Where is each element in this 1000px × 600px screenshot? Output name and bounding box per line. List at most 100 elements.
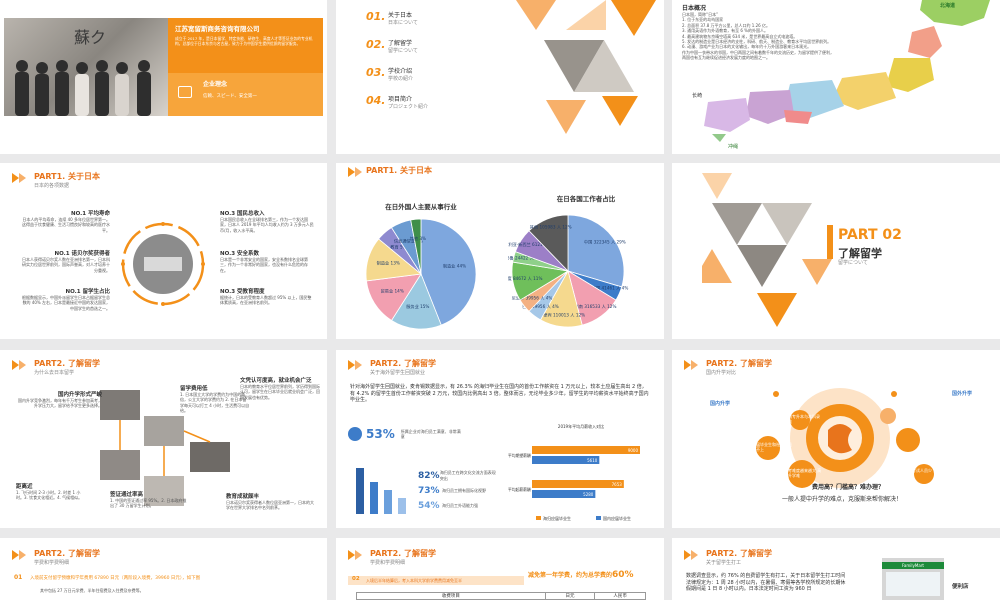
- part-title: PART2. 了解留学: [706, 359, 772, 368]
- overview-line: 1. 位于东亚的岛屿国家: [682, 17, 724, 23]
- part-chevron-icon: [684, 550, 691, 560]
- slide-fees-1[interactable]: PART2. 了解留学 学费和学费明细 01 入境前支付留学预缴和学年费用 67…: [0, 538, 327, 600]
- slide-part02-cover[interactable]: PART 02 了解留学 留学について: [672, 163, 1000, 339]
- pie-label: 澳大利亚·新西兰 61211 人 7%: [508, 241, 559, 248]
- stat-text: 日本人的平均寿命，连续 40 多年位居世界第一。这得益于饮食健康、生活习惯良好和…: [22, 217, 110, 233]
- salary-chart-title: 2019年平均月薪收入对比: [557, 424, 605, 429]
- part-chevron-icon: [19, 173, 26, 183]
- part-title: PART2. 了解留学: [34, 549, 100, 558]
- left-head: 国内升学: [710, 401, 731, 407]
- overview-line: 日本国，简称“日本”: [682, 12, 719, 17]
- concept-text: 信赖、スピード、安全第一: [203, 94, 257, 99]
- part-chevron-icon: [684, 360, 691, 370]
- fee-col-header: 日元: [546, 593, 596, 599]
- contents-title: 项目简介: [388, 96, 413, 103]
- company-desc: 成立于 2017 年，是日本留学、特定技能、研修生、高度人才等签证业务的专业机构…: [175, 36, 313, 47]
- stat-left-3: NO.1 留学生占比 根据数据显示，中国外派留学生日本占据留学生总数的 40% …: [20, 287, 110, 311]
- stat-left-2: NO.1 诺贝尔奖获得者 日本人获得诺贝尔奖人数在亚洲排名第一，日本科研实力位居…: [20, 249, 110, 273]
- overview-line: 4. 最高建筑物东京晴空塔高 634 米，是世界最高自立式电波塔。: [682, 33, 798, 39]
- highlight-text: 减免第一年学费，约为总学费的: [528, 572, 613, 579]
- part-subtitle: 关于留学生打工: [706, 560, 742, 566]
- pie-chart-industries: 制造业 44% 服务业 15% 贸易业 14% 制造业 13% 教育 5%信息通信业 6…: [365, 218, 477, 330]
- part-chevron-icon: [691, 360, 698, 370]
- concept-panel: 企业理念 信赖、スピード、安全第一: [168, 73, 323, 116]
- fee-item-title: 入境前支付留学预缴和学年费用 67890 日元（两阶段入境费，39960 日元）…: [30, 576, 201, 581]
- part-chevron-icon: [19, 550, 26, 560]
- contents-num: 04.: [366, 94, 386, 107]
- slide-fees-2[interactable]: PART2. 了解留学 学费和学费明细 减免第一年学费，约为总学费的60% 02…: [336, 538, 664, 600]
- stat-text: 日本人获得诺贝尔奖人数在亚洲排名第一，日本科研实力位居世界前列，国际声誉高，对人…: [22, 257, 110, 273]
- store-photo: FamilyMart: [882, 558, 944, 600]
- slide-pie-charts[interactable]: PART1. 关于日本 在日外国人主要从事行业 在日各国工作者占比 制造业 44…: [336, 163, 664, 339]
- pie-label: 越南 316533 人 12%: [575, 303, 617, 310]
- stat-text: 日本是一个非常安全的国家，安全系数排名全球第三，作为一个非常好的国家，也没有什么…: [220, 257, 308, 273]
- slide-comparison[interactable]: PART2. 了解留学 国内升学对比 国内升学 国内专升本与本科录取难 往届毕业…: [672, 350, 1000, 528]
- pie-slice: [420, 218, 477, 326]
- highlight-pct: 60%: [612, 570, 634, 580]
- slide-employment[interactable]: PART2. 了解留学 关于海外留学生回国就业 针对海外留学生回国就业，麦肯锡数…: [336, 350, 664, 528]
- reason-3: 文凭认可度高，就业机会广泛 日本的教育水平位居世界前列，学历得到国际认可，留学生…: [240, 376, 320, 400]
- part-subtitle: 日本的各项数据: [34, 183, 70, 189]
- part-subtitle: 关于海外留学生回国就业: [370, 370, 426, 376]
- contents-item-4[interactable]: 04. 项目简介 プロジェクト紹介: [366, 94, 516, 122]
- overview-title: 日本概况: [682, 5, 707, 12]
- part-chevron-icon: [19, 360, 26, 370]
- reason-text: 日本诺贝尔奖获得者人数位居亚洲第一，日本的大学在世界大学排名中名列前茅。: [226, 500, 314, 511]
- contents-item-1[interactable]: 01. 关于日本 日本について: [366, 10, 516, 38]
- triangle-mosaic: [516, 0, 656, 134]
- slide-why-study[interactable]: PART2. 了解留学 为什么去日本留学 国内升学形式严峻 国内升学竞争激烈，每…: [0, 350, 327, 528]
- reason-2: 留学费用低 1. 日本国立大学的学费约为中国的两倍，公立大学的学费约为 2. 在…: [180, 384, 250, 414]
- reason-4: 距离近 1. 飞行时间 2-3 小时。2. 时差 1 小时。3. 饮食文化相近。…: [16, 482, 86, 501]
- salary-bar-value: 5280: [583, 492, 594, 497]
- pie-label: 其他 3%: [410, 235, 426, 242]
- contents-item-2[interactable]: 02. 了解留学 留学について: [366, 38, 516, 66]
- contents-sub: プロジェクト紹介: [388, 104, 429, 110]
- part-subtitle: 国内升学对比: [706, 370, 737, 376]
- part-chevron-icon: [355, 167, 362, 177]
- stat-title: NO.1 平均寿命: [71, 211, 110, 217]
- stat-title: NO.3 安全系数: [220, 251, 259, 257]
- slide-company-intro[interactable]: 蘇ク 江苏宽留斯商务咨询有限公司 成立于 2017 年，是日本留学、特定技能、研…: [0, 0, 327, 154]
- part-title: PART1. 关于日本: [366, 166, 432, 175]
- contents-num: 03.: [366, 66, 386, 79]
- overview-line: 3. 通用英语作为外语教育，有至 6 %的外国人。: [682, 28, 768, 34]
- japan-map: [704, 0, 990, 142]
- fee-col-header: 人民币: [613, 594, 627, 599]
- reason-title: 距离近: [16, 484, 33, 490]
- map-label-hokkaido: 北海道: [940, 3, 956, 9]
- pie-label: 菲律宾 110013 人 12%: [539, 312, 585, 319]
- store-sign: FamilyMart: [882, 562, 944, 569]
- part-chevron-icon: [12, 360, 19, 370]
- fee-col-header: 收费项目: [357, 593, 546, 599]
- salary-category-label: 平均期望薪酬: [508, 453, 531, 458]
- part-chevron-icon: [348, 360, 355, 370]
- part-chevron-icon: [348, 550, 355, 560]
- salary-bar: [532, 446, 640, 454]
- salary-bar-value: 7653: [612, 482, 623, 487]
- stat-title: NO.3 受教育程度: [220, 289, 265, 295]
- contents-num: 01.: [366, 10, 386, 23]
- stat-right-1: NO.3 国民总收入 日本国民总收入在全球排名第三，作为一个发达国家，日本人 2…: [220, 209, 315, 233]
- part-subtitle: 学费和学费明细: [34, 560, 70, 566]
- slide-contents[interactable]: 01. 关于日本 日本について 02. 了解留学 留学について 03. 学校介绍 学校…: [336, 0, 664, 154]
- company-panel: 江苏宽留斯商务咨询有限公司 成立于 2017 年，是日本留学、特定技能、研修生、…: [168, 18, 323, 73]
- big-stat-text: 所属企业对海归员工满意、非常满意: [400, 428, 461, 439]
- fee-table-header: 收费项目 日元 人民币: [356, 592, 646, 600]
- slide-part-time[interactable]: PART2. 了解留学 关于留学生打工 数据调查显示，约 76% 的自费留学生有…: [672, 538, 1000, 600]
- slide-japan-stats[interactable]: PART1. 关于日本 日本的各项数据 NO.1 平均寿命 日本人的平均寿命，连…: [0, 163, 327, 339]
- stats-circle: [121, 222, 205, 306]
- slide-japan-overview[interactable]: 日本概况 日本国，简称“日本” 1. 位于东亚的岛屿国家 2. 总面积 37.8…: [672, 0, 1000, 154]
- legend-label: 海归应届毕业生: [543, 515, 571, 521]
- pie-label: 巴西 39956 人 4%: [522, 304, 559, 310]
- salary-bar: [532, 480, 624, 488]
- stat-title: NO.1 留学生占比: [65, 289, 111, 295]
- stat-text: 根据数据显示，中国外派留学生日本占据留学生总数的 40% 左右，日本是最接近中国…: [22, 295, 110, 311]
- stat-pct-text: 海归员工拥有国际化视野: [442, 487, 486, 493]
- stat-left-1: NO.1 平均寿命 日本人的平均寿命，连续 40 多年位居世界第一。这得益于饮食…: [20, 209, 110, 233]
- contents-item-3[interactable]: 03. 学校介绍 学校の紹介: [366, 66, 516, 94]
- part-title: PART2. 了解留学: [706, 549, 772, 558]
- contents-list: 01. 关于日本 日本について 02. 了解留学 留学について 03. 学校介绍 学校…: [366, 10, 516, 122]
- map-label-nagasaki: 长崎: [692, 93, 703, 99]
- stat-text: 日本国民总收入在全球排名第三，作为一个发达国家，日本人 2019 年平均人均收入…: [220, 217, 314, 233]
- stat-pct: 54%: [418, 500, 440, 511]
